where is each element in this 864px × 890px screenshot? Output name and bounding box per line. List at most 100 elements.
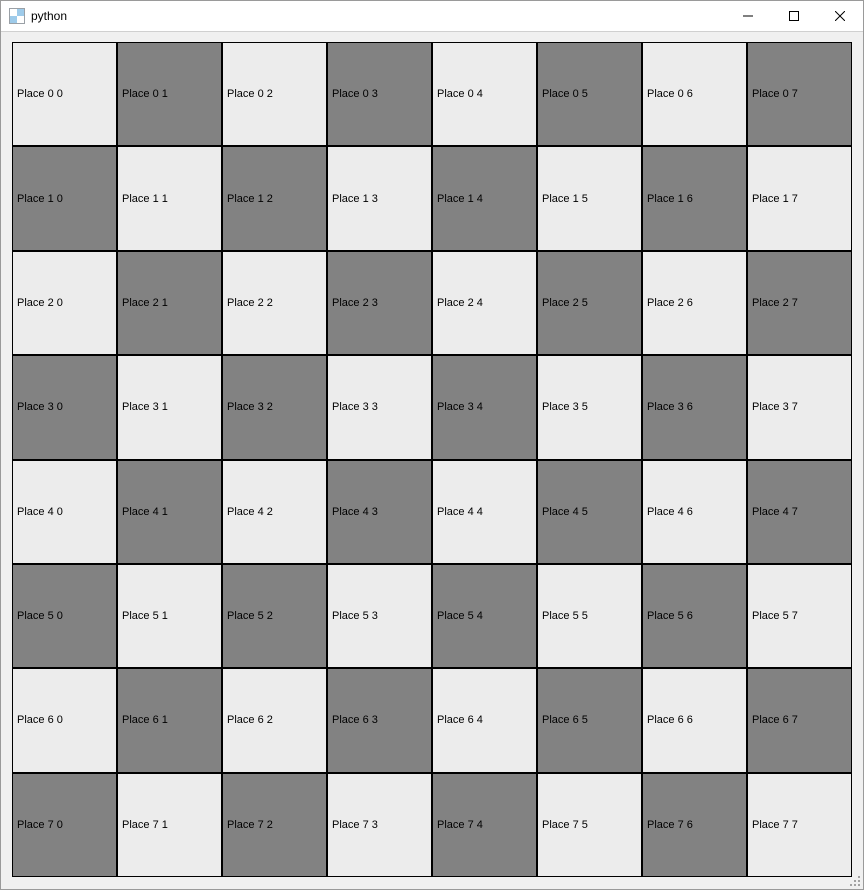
board-cell[interactable]: Place 6 4 <box>432 668 537 772</box>
board-cell-label: Place 1 2 <box>227 193 273 205</box>
board-cell[interactable]: Place 2 3 <box>327 251 432 355</box>
board-cell[interactable]: Place 7 0 <box>12 773 117 877</box>
app-window: python Place 0 0 Place 0 1 Place 0 2 Place … <box>0 0 864 890</box>
board-cell[interactable]: Place 4 5 <box>537 460 642 564</box>
board-cell[interactable]: Place 2 0 <box>12 251 117 355</box>
board-cell[interactable]: Place 3 6 <box>642 355 747 459</box>
board-cell-label: Place 5 3 <box>332 610 378 622</box>
board-cell[interactable]: Place 6 1 <box>117 668 222 772</box>
board-cell-label: Place 2 1 <box>122 297 168 309</box>
board-cell[interactable]: Place 6 7 <box>747 668 852 772</box>
resize-grip[interactable] <box>849 875 861 887</box>
board-cell[interactable]: Place 6 0 <box>12 668 117 772</box>
board-cell[interactable]: Place 4 4 <box>432 460 537 564</box>
board-cell[interactable]: Place 6 2 <box>222 668 327 772</box>
board-cell[interactable]: Place 7 5 <box>537 773 642 877</box>
board-cell[interactable]: Place 1 1 <box>117 146 222 250</box>
board-cell-label: Place 3 5 <box>542 401 588 413</box>
board-cell[interactable]: Place 3 5 <box>537 355 642 459</box>
board-cell-label: Place 0 2 <box>227 88 273 100</box>
board-cell-label: Place 4 1 <box>122 506 168 518</box>
board-cell-label: Place 4 6 <box>647 506 693 518</box>
board-cell[interactable]: Place 2 2 <box>222 251 327 355</box>
board-cell-label: Place 5 0 <box>17 610 63 622</box>
board-cell[interactable]: Place 2 4 <box>432 251 537 355</box>
minimize-button[interactable] <box>725 1 771 31</box>
board-cell[interactable]: Place 0 5 <box>537 42 642 146</box>
board-cell-label: Place 7 5 <box>542 819 588 831</box>
board-cell[interactable]: Place 4 0 <box>12 460 117 564</box>
board-cell[interactable]: Place 5 0 <box>12 564 117 668</box>
board-cell-label: Place 4 7 <box>752 506 798 518</box>
board-cell[interactable]: Place 4 2 <box>222 460 327 564</box>
board-cell[interactable]: Place 0 0 <box>12 42 117 146</box>
board-cell-label: Place 3 4 <box>437 401 483 413</box>
board-cell[interactable]: Place 4 6 <box>642 460 747 564</box>
board-cell[interactable]: Place 6 6 <box>642 668 747 772</box>
board-cell-label: Place 0 4 <box>437 88 483 100</box>
board-cell[interactable]: Place 1 6 <box>642 146 747 250</box>
board-cell[interactable]: Place 5 6 <box>642 564 747 668</box>
board-cell[interactable]: Place 5 7 <box>747 564 852 668</box>
board-cell[interactable]: Place 7 2 <box>222 773 327 877</box>
close-button[interactable] <box>817 1 863 31</box>
board-cell[interactable]: Place 0 6 <box>642 42 747 146</box>
board-cell[interactable]: Place 4 1 <box>117 460 222 564</box>
board-cell[interactable]: Place 7 6 <box>642 773 747 877</box>
board-cell[interactable]: Place 7 7 <box>747 773 852 877</box>
board-cell[interactable]: Place 3 7 <box>747 355 852 459</box>
board-cell[interactable]: Place 0 7 <box>747 42 852 146</box>
board-cell[interactable]: Place 1 7 <box>747 146 852 250</box>
client-area: Place 0 0Place 0 1Place 0 2Place 0 3Plac… <box>1 32 863 889</box>
board-cell[interactable]: Place 7 3 <box>327 773 432 877</box>
board-cell[interactable]: Place 4 7 <box>747 460 852 564</box>
board-cell[interactable]: Place 5 3 <box>327 564 432 668</box>
board-cell-label: Place 1 6 <box>647 193 693 205</box>
board-cell[interactable]: Place 2 7 <box>747 251 852 355</box>
board-cell-label: Place 6 1 <box>122 714 168 726</box>
board-cell[interactable]: Place 3 2 <box>222 355 327 459</box>
board-cell[interactable]: Place 7 1 <box>117 773 222 877</box>
board-cell[interactable]: Place 2 6 <box>642 251 747 355</box>
app-icon <box>9 8 25 24</box>
titlebar[interactable]: python <box>1 1 863 32</box>
board-cell[interactable]: Place 5 2 <box>222 564 327 668</box>
board-cell-label: Place 3 3 <box>332 401 378 413</box>
board-cell[interactable]: Place 1 3 <box>327 146 432 250</box>
board-cell[interactable]: Place 3 0 <box>12 355 117 459</box>
board-cell-label: Place 0 1 <box>122 88 168 100</box>
board-cell[interactable]: Place 1 2 <box>222 146 327 250</box>
board-cell-label: Place 1 0 <box>17 193 63 205</box>
board-cell-label: Place 5 1 <box>122 610 168 622</box>
board-cell[interactable]: Place 5 4 <box>432 564 537 668</box>
board-cell-label: Place 1 5 <box>542 193 588 205</box>
board-grid: Place 0 0Place 0 1Place 0 2Place 0 3Plac… <box>12 42 852 877</box>
board-cell[interactable]: Place 0 1 <box>117 42 222 146</box>
board-cell-label: Place 1 3 <box>332 193 378 205</box>
board-cell[interactable]: Place 6 5 <box>537 668 642 772</box>
board-cell[interactable]: Place 7 4 <box>432 773 537 877</box>
board-cell[interactable]: Place 4 3 <box>327 460 432 564</box>
board-cell[interactable]: Place 1 4 <box>432 146 537 250</box>
board-cell[interactable]: Place 6 3 <box>327 668 432 772</box>
board-cell-label: Place 6 5 <box>542 714 588 726</box>
board-cell[interactable]: Place 0 3 <box>327 42 432 146</box>
board-cell-label: Place 1 7 <box>752 193 798 205</box>
board-cell-label: Place 0 6 <box>647 88 693 100</box>
board-cell-label: Place 5 6 <box>647 610 693 622</box>
board-cell[interactable]: Place 1 0 <box>12 146 117 250</box>
board-cell[interactable]: Place 0 2 <box>222 42 327 146</box>
board-cell[interactable]: Place 5 5 <box>537 564 642 668</box>
board-cell-label: Place 7 7 <box>752 819 798 831</box>
board-cell[interactable]: Place 3 1 <box>117 355 222 459</box>
board-cell[interactable]: Place 1 5 <box>537 146 642 250</box>
board-cell[interactable]: Place 2 1 <box>117 251 222 355</box>
board-cell[interactable]: Place 2 5 <box>537 251 642 355</box>
board-cell[interactable]: Place 5 1 <box>117 564 222 668</box>
board-cell[interactable]: Place 3 4 <box>432 355 537 459</box>
board-cell-label: Place 5 2 <box>227 610 273 622</box>
board-cell[interactable]: Place 3 3 <box>327 355 432 459</box>
board-cell[interactable]: Place 0 4 <box>432 42 537 146</box>
board-cell-label: Place 3 2 <box>227 401 273 413</box>
maximize-button[interactable] <box>771 1 817 31</box>
